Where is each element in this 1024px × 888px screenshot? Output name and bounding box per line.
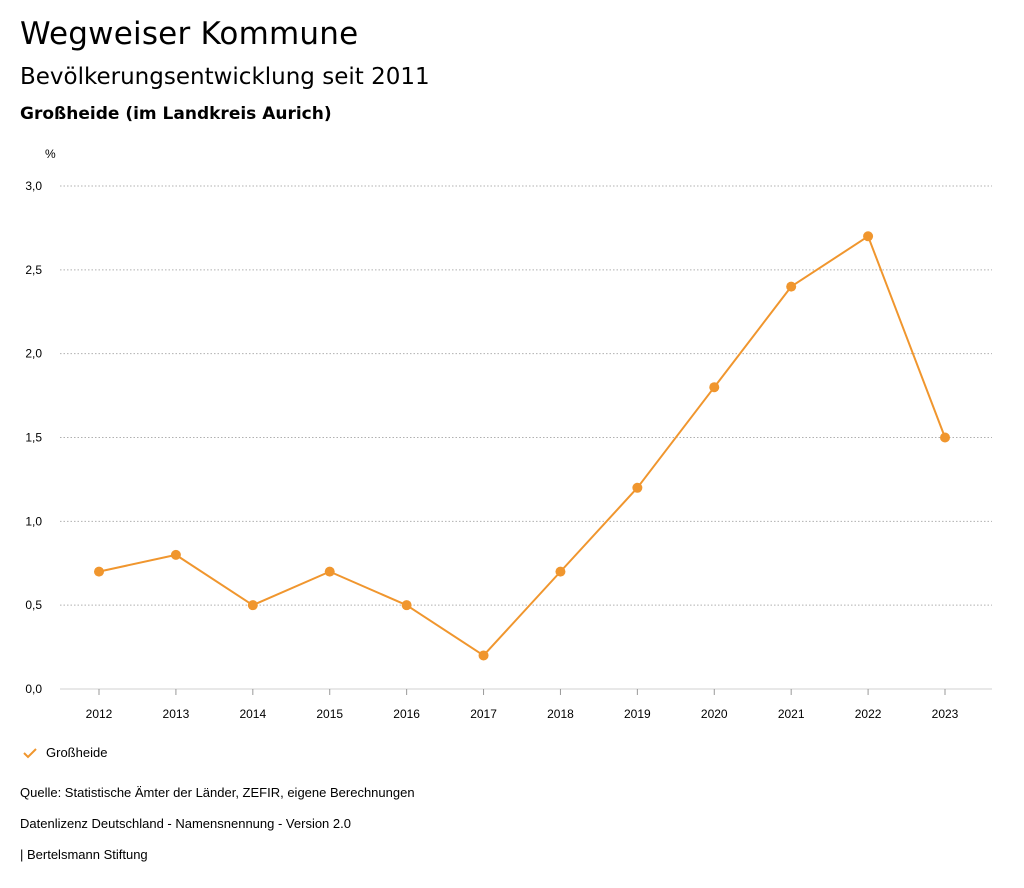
legend[interactable]: Großheide: [22, 745, 107, 760]
data-point: [632, 482, 643, 493]
x-tick-label: 2018: [547, 707, 574, 721]
data-point: [401, 600, 412, 611]
x-tick-label: 2012: [86, 707, 113, 721]
legend-label: Großheide: [46, 745, 108, 760]
source-note: Quelle: Statistische Ämter der Länder, Z…: [20, 785, 415, 800]
x-tick-label: 2023: [932, 707, 959, 721]
check-icon: [23, 747, 37, 758]
data-point: [786, 281, 797, 292]
y-tick-label: 1,5: [25, 431, 42, 445]
data-point: [170, 549, 181, 560]
x-tick-label: 2021: [778, 707, 805, 721]
y-tick-label: 3,0: [25, 179, 42, 193]
x-tick-label: 2016: [393, 707, 420, 721]
y-tick-label: 2,5: [25, 263, 42, 277]
data-point: [863, 231, 874, 242]
chart-subtitle: Bevölkerungsentwicklung seit 2011: [20, 64, 430, 90]
data-point: [709, 382, 720, 393]
y-tick-label: 1,0: [25, 514, 42, 528]
data-point: [247, 600, 258, 611]
x-tick-label: 2015: [316, 707, 343, 721]
x-tick-label: 2017: [470, 707, 497, 721]
y-axis-unit: %: [45, 147, 56, 161]
region-title: Großheide (im Landkreis Aurich): [20, 104, 332, 124]
y-tick-label: 0,0: [25, 682, 42, 696]
data-point: [94, 566, 104, 577]
data-point: [478, 650, 489, 661]
x-tick-label: 2020: [701, 707, 728, 721]
y-tick-label: 0,5: [25, 598, 42, 612]
line-chart: % 0,0 0,5 1,0 1,5 2,0 2,5 3,0 2012 2013 2014 2015 20…: [25, 147, 992, 721]
page-title: Wegweiser Kommune: [20, 16, 359, 52]
data-point: [940, 432, 950, 443]
data-point: [555, 566, 566, 577]
x-tick-label: 2013: [163, 707, 190, 721]
license-note: Datenlizenz Deutschland - Namensnennung …: [20, 816, 351, 831]
x-tick-label: 2019: [624, 707, 651, 721]
series-line: [98, 235, 946, 657]
y-tick-label: 2,0: [25, 347, 42, 361]
x-tick-label: 2022: [855, 707, 882, 721]
x-tick-label: 2014: [239, 707, 266, 721]
publisher-note: | Bertelsmann Stiftung: [20, 847, 148, 862]
data-point: [324, 566, 335, 577]
